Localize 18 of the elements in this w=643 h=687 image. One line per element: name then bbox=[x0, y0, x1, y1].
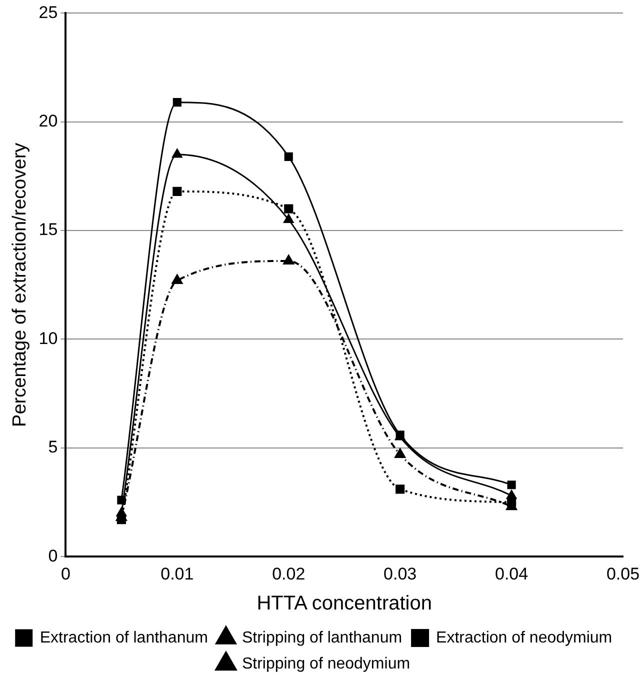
y-tick-label: 25 bbox=[38, 2, 58, 22]
x-tick-label: 0.01 bbox=[160, 564, 194, 584]
y-tick-label: 15 bbox=[38, 220, 58, 240]
x-axis-title: HTTA concentration bbox=[256, 592, 432, 615]
x-tick-label: 0.04 bbox=[494, 564, 528, 584]
legend-label: Extraction of neodymium bbox=[436, 629, 612, 646]
y-axis-title: Percentage of extraction/recovery bbox=[10, 142, 31, 427]
x-tick-label: 0.03 bbox=[384, 564, 417, 584]
y-tick-label: 10 bbox=[38, 328, 58, 348]
x-tick-label: 0 bbox=[60, 564, 70, 584]
y-tick-label: 20 bbox=[38, 112, 58, 131]
y-tick-label: 5 bbox=[48, 438, 58, 457]
legend-label: Stripping of lanthanum bbox=[242, 629, 402, 646]
legend-label: Stripping of neodymium bbox=[242, 655, 410, 672]
x-tick-label: 0.05 bbox=[606, 564, 640, 584]
x-tick-label: 0.02 bbox=[272, 564, 306, 584]
y-tick-label: 0 bbox=[48, 546, 58, 566]
legend-label: Extraction of lanthanum bbox=[40, 629, 208, 646]
